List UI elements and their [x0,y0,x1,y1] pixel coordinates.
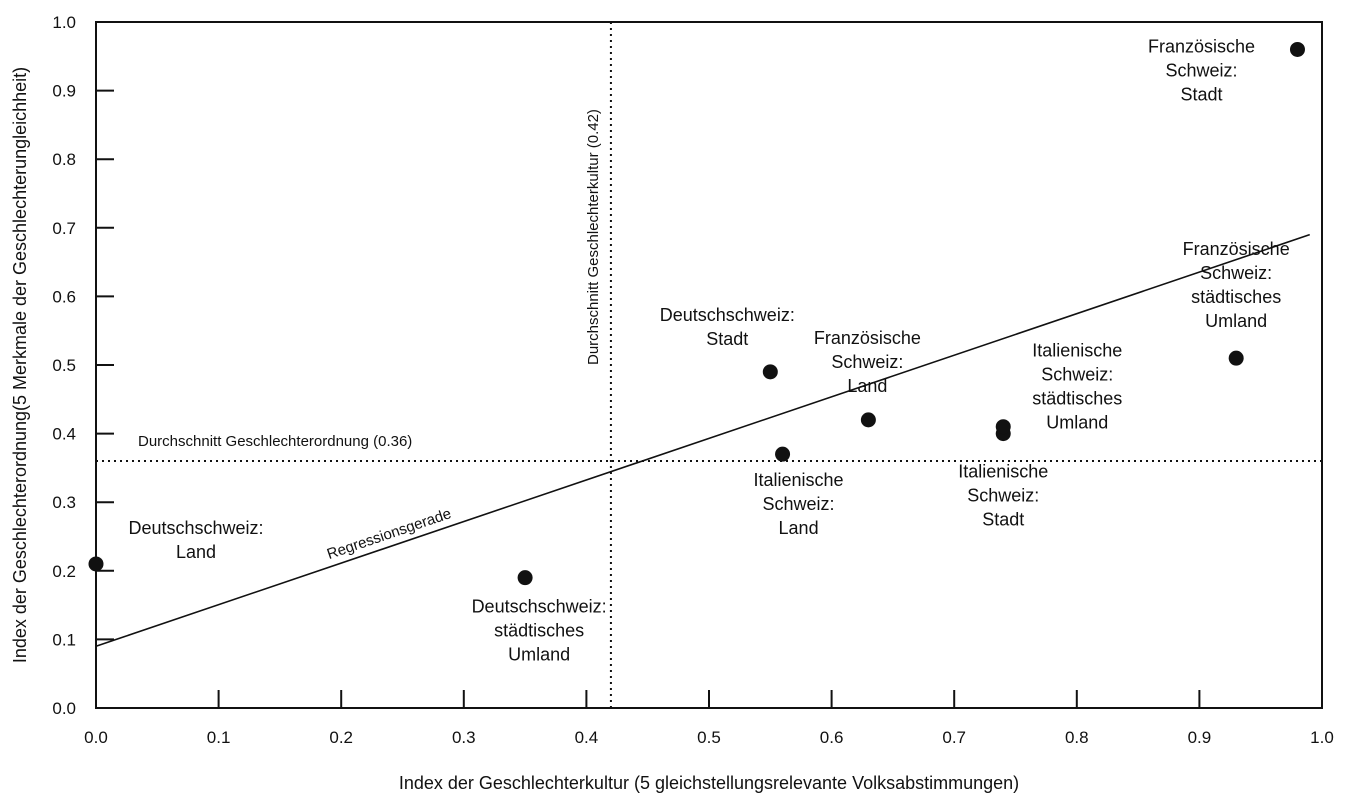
point-label: Französische [814,328,921,348]
x-tick-label: 0.1 [207,728,231,747]
data-point [1228,350,1244,366]
point-label: Stadt [706,329,748,349]
y-tick-label: 0.1 [52,630,76,649]
y-axis-title: Index der Geschlechterordnung(5 Merkmale… [10,67,30,663]
point-label: städtisches [1191,287,1281,307]
horizontal-reference-label: Durchschnitt Geschlechterordnung (0.36) [138,433,412,450]
y-tick-label: 0.0 [52,699,76,718]
point-label: Schweiz: [1041,365,1113,385]
vertical-reference-label: Durchschnitt Geschlechterkultur (0.42) [585,109,602,365]
point-label: Land [847,376,887,396]
x-axis-title: Index der Geschlechterkultur (5 gleichst… [399,773,1019,793]
x-tick-label: 0.4 [575,728,599,747]
data-point [762,364,778,380]
x-tick-label: 0.0 [84,728,108,747]
point-label: städtisches [494,621,584,641]
point-label: Schweiz: [1200,263,1272,283]
point-label: Deutschschweiz: [660,305,795,325]
plot-frame [95,21,1323,709]
x-tick-label: 1.0 [1310,728,1334,747]
point-label: Umland [1205,311,1267,331]
y-tick-label: 0.3 [52,493,76,512]
x-tick-label: 0.6 [820,728,844,747]
ticks-layer: 0.0 0.1 0.2 0.3 0.4 0.5 0.6 0.7 0.8 0.9 1.0 0.0 0.1 0… [52,13,1333,747]
point-labels-layer: Deutschschweiz: Land Deutschschweiz: städti… [128,36,1289,664]
y-tick-label: 0.9 [52,82,76,101]
point-label: Italienische [754,470,844,490]
y-tick-label: 0.2 [52,562,76,581]
y-tick-label: 0.4 [52,425,76,444]
point-label: Land [779,518,819,538]
data-point [995,419,1011,435]
point-label: Stadt [982,510,1024,530]
y-tick-label: 0.8 [52,150,76,169]
points-layer [88,41,1305,586]
x-tick-label: 0.5 [697,728,721,747]
x-tick-label: 0.2 [329,728,353,747]
x-tick-label: 0.9 [1188,728,1212,747]
regression-label: Regressionsgerade [325,505,454,563]
x-tick-label: 0.7 [942,728,966,747]
x-tick-label: 0.8 [1065,728,1089,747]
point-label: Französische [1183,239,1290,259]
point-label: Schweiz: [763,494,835,514]
point-label: Umland [1046,413,1108,433]
reference-lines-layer: Durchschnitt Geschlechterkultur (0.42) Du… [96,22,1322,708]
data-point [860,412,876,428]
point-label: Italienische [1032,341,1122,361]
regression-line [95,233,1310,648]
x-tick-label: 0.3 [452,728,476,747]
point-label: städtisches [1032,389,1122,409]
point-label: Deutschschweiz: [128,518,263,538]
data-point [775,446,791,462]
point-label: Schweiz: [831,352,903,372]
y-tick-label: 0.6 [52,287,76,306]
point-label: Französische [1148,36,1255,56]
y-tick-label: 0.7 [52,219,76,238]
point-label: Umland [508,645,570,665]
point-label: Land [176,542,216,562]
point-label: Schweiz: [967,486,1039,506]
point-label: Deutschschweiz: [472,597,607,617]
point-label: Stadt [1180,84,1222,104]
y-tick-label: 1.0 [52,13,76,32]
data-point [1289,41,1305,57]
y-tick-label: 0.5 [52,356,76,375]
point-label: Schweiz: [1165,60,1237,80]
data-point [517,570,533,586]
point-label: Italienische [958,462,1048,482]
